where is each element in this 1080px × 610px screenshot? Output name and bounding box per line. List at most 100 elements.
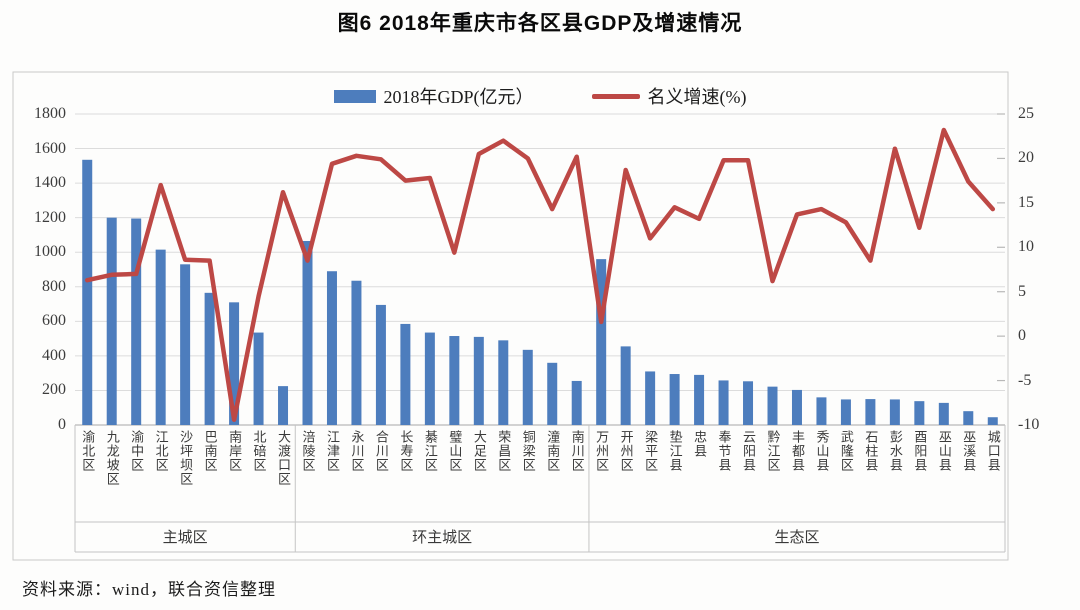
y-axis-left-tick-label: 1200 bbox=[34, 208, 66, 226]
x-axis-category-label: 璧山区 bbox=[447, 430, 463, 472]
chart-frame bbox=[12, 71, 1009, 561]
gdp-bar bbox=[669, 374, 680, 425]
gdp-bar bbox=[767, 386, 778, 425]
gdp-bar bbox=[131, 218, 142, 425]
y-axis-left-tick-label: 0 bbox=[58, 416, 66, 433]
bar-series-swatch bbox=[333, 89, 376, 103]
x-axis-category-label: 大渡口区 bbox=[276, 430, 292, 486]
gdp-bar bbox=[449, 336, 460, 425]
x-axis-category-label: 江津区 bbox=[324, 430, 340, 472]
x-axis-category-label: 垫江县 bbox=[667, 430, 683, 472]
legend-item-growth: 名义增速(%) bbox=[591, 83, 747, 109]
y-axis-right-tick-label: 0 bbox=[1018, 327, 1026, 345]
y-axis-right-tick-label: 10 bbox=[1018, 238, 1034, 256]
x-axis-category-label: 酉阳县 bbox=[912, 430, 928, 472]
gdp-bar bbox=[694, 374, 705, 425]
growth-line bbox=[84, 127, 996, 422]
gdp-bar bbox=[498, 340, 509, 425]
category-group-label: 环主城区 bbox=[412, 530, 473, 546]
x-axis-category-label: 丰都县 bbox=[789, 430, 805, 472]
x-axis-category-label: 彭水县 bbox=[887, 430, 903, 472]
gdp-bar bbox=[106, 217, 117, 425]
gdp-bar bbox=[718, 380, 729, 425]
legend-label-growth: 名义增速(%) bbox=[647, 87, 747, 107]
gdp-bar bbox=[645, 371, 656, 425]
legend-label-gdp: 2018年GDP(亿元） bbox=[383, 87, 534, 107]
gdp-bar bbox=[547, 362, 558, 425]
x-axis-category-label: 渝北区 bbox=[80, 430, 96, 472]
gdp-bar bbox=[204, 292, 215, 425]
x-axis-category-label: 梁平区 bbox=[643, 430, 659, 472]
gdp-bar bbox=[180, 264, 191, 425]
y-axis-right-tick-label: 15 bbox=[1018, 193, 1034, 211]
line-series-swatch bbox=[591, 93, 640, 99]
x-axis-category-label: 渝中区 bbox=[129, 430, 145, 472]
gdp-bar bbox=[302, 240, 313, 425]
gdp-bar bbox=[816, 397, 827, 425]
gdp-bar bbox=[840, 399, 851, 425]
x-axis-category-label: 黔江区 bbox=[765, 430, 781, 472]
chart-legend: 2018年GDP(亿元） 名义增速(%) bbox=[75, 83, 1005, 109]
figure-title: 图6 2018年重庆市各区县GDP及增速情况 bbox=[337, 12, 743, 35]
x-axis-category-label: 九龙坡区 bbox=[104, 430, 120, 486]
gdp-bar bbox=[791, 389, 802, 425]
x-axis-category-label: 潼南区 bbox=[545, 430, 561, 472]
y-axis-left-tick-label: 1400 bbox=[34, 174, 66, 192]
x-axis-category-label: 荣昌区 bbox=[496, 430, 512, 472]
x-axis-category-label: 铜梁区 bbox=[520, 430, 536, 472]
y-axis-right-tick-label: 5 bbox=[1018, 282, 1026, 300]
y-axis-left-tick-label: 1600 bbox=[34, 139, 66, 157]
x-axis-category-label: 永川区 bbox=[349, 430, 365, 472]
x-axis-category-label: 武隆区 bbox=[838, 430, 854, 472]
x-axis-category-label: 秀山县 bbox=[814, 430, 830, 472]
x-axis-category-label: 涪陵区 bbox=[300, 430, 316, 472]
x-axis-category-label: 巫溪县 bbox=[961, 430, 977, 472]
x-axis-category-label: 奉节县 bbox=[716, 430, 732, 472]
x-axis-category-label: 万州区 bbox=[594, 430, 610, 472]
gdp-bar bbox=[82, 159, 93, 425]
gdp-bar bbox=[253, 332, 264, 425]
gdp-bar bbox=[571, 380, 582, 425]
y-axis-right-tick-label: 20 bbox=[1018, 149, 1034, 167]
x-axis-category-label: 大足区 bbox=[471, 430, 487, 472]
y-axis-right-tick-label: -5 bbox=[1018, 371, 1032, 389]
y-axis-left-tick-label: 400 bbox=[42, 346, 66, 364]
gdp-bar bbox=[326, 271, 337, 425]
gdp-bar bbox=[596, 259, 607, 425]
x-axis-category-label: 巴南区 bbox=[202, 430, 218, 472]
gdp-bar bbox=[278, 386, 289, 425]
legend-item-gdp: 2018年GDP(亿元） bbox=[333, 83, 534, 109]
gdp-bar bbox=[938, 402, 949, 425]
y-axis-right-tick-label: -10 bbox=[1018, 416, 1040, 433]
gdp-bar bbox=[987, 417, 998, 425]
x-axis-category-label: 合川区 bbox=[373, 430, 389, 472]
gdp-bar bbox=[375, 304, 386, 425]
gdp-bar bbox=[743, 381, 754, 425]
gdp-bar bbox=[424, 332, 435, 425]
gdp-bar bbox=[155, 249, 166, 425]
x-axis-category-label: 江北区 bbox=[153, 430, 169, 472]
x-axis-category-label: 忠县 bbox=[692, 430, 708, 458]
y-axis-left-tick-label: 600 bbox=[42, 312, 66, 330]
category-group-label: 主城区 bbox=[162, 530, 208, 546]
gdp-bar bbox=[914, 401, 925, 425]
gdp-bar bbox=[229, 302, 240, 425]
y-axis-left-tick-label: 1800 bbox=[34, 105, 66, 122]
x-axis-category-label: 沙坪坝区 bbox=[178, 430, 194, 486]
x-axis-category-label: 石柱县 bbox=[863, 430, 879, 472]
y-axis-left-tick-label: 800 bbox=[42, 277, 66, 295]
category-group-label: 生态区 bbox=[774, 530, 820, 546]
x-axis-category-label: 南岸区 bbox=[227, 430, 243, 472]
gdp-bar bbox=[620, 346, 631, 425]
gdp-bar bbox=[400, 323, 411, 425]
source-note: 资料来源：wind，联合资信整理 bbox=[22, 580, 276, 599]
gdp-bar bbox=[351, 280, 362, 425]
x-axis-category-label: 城口县 bbox=[985, 430, 1001, 472]
gdp-bar bbox=[865, 399, 876, 425]
x-axis-category-label: 綦江区 bbox=[422, 430, 438, 472]
gdp-bar bbox=[522, 349, 533, 425]
x-axis-category-label: 北碚区 bbox=[251, 430, 267, 472]
y-axis-left-tick-label: 200 bbox=[42, 381, 66, 399]
